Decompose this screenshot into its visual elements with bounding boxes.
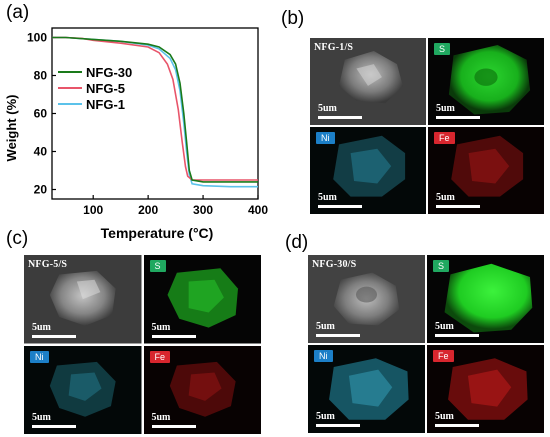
nickel-map: Ni 5um	[310, 127, 426, 214]
tga-chart: 100 200 300 40020406080100NFG-30NFG-5NFG-1 …	[4, 27, 268, 241]
iron-map: Fe 5um	[428, 127, 544, 214]
series-line-nfg-5	[52, 36, 258, 181]
nickel-tag: Ni	[316, 132, 335, 144]
y-tick-label: 100	[27, 31, 47, 45]
x-axis-label: Temperature (°C)	[101, 225, 214, 241]
iron-tag: Fe	[434, 132, 455, 144]
iron-map: Fe 5um	[427, 345, 544, 433]
iron-map: Fe 5um	[143, 345, 261, 434]
sulfur-tag: S	[433, 260, 450, 272]
panel-label-d: (d)	[285, 232, 309, 253]
panel-label-a: (a)	[6, 2, 30, 23]
legend-label-nfg-30: NFG-30	[86, 65, 132, 80]
scale-bar: 5um	[151, 322, 196, 338]
sem-image-nfg-30: NFG-30/S 5um	[308, 255, 425, 343]
iron-tag: Fe	[149, 350, 171, 363]
panel-label-b: (b)	[281, 8, 305, 29]
sample-name: NFG-30/S	[312, 259, 357, 270]
scale-bar: 5um	[318, 193, 362, 208]
sulfur-tag: S	[149, 260, 166, 272]
sulfur-map: S 5um	[143, 255, 261, 344]
x-tick-label: 100	[83, 203, 103, 217]
sample-name: NFG-5/S	[28, 259, 68, 270]
y-tick-label: 80	[34, 69, 48, 83]
sulfur-map: S 5um	[428, 38, 544, 125]
scale-bar: 5um	[316, 322, 360, 337]
sem-image-nfg-1: NFG-1/S 5um	[310, 38, 426, 125]
legend-label-nfg-1: NFG-1	[86, 97, 125, 112]
scale-bar: 5um	[316, 412, 360, 427]
x-tick-label: 200	[138, 203, 158, 217]
y-tick-label: 40	[34, 145, 48, 159]
eds-panel-d: NFG-30/S 5um S 5um Ni 5um Fe 5um	[308, 255, 544, 433]
eds-panel-b: NFG-1/S 5um S 5um Ni 5um Fe 5um	[310, 38, 544, 214]
y-axis-label: Weight (%)	[4, 95, 19, 162]
sample-name: NFG-1/S	[314, 42, 354, 53]
scale-bar: 5um	[151, 413, 196, 428]
nickel-tag: Ni	[30, 350, 49, 363]
nickel-tag: Ni	[314, 350, 333, 362]
sulfur-tag: S	[434, 43, 451, 55]
panel-label-c: (c)	[6, 228, 29, 249]
series-line-nfg-30	[52, 36, 258, 183]
scale-bar: 5um	[32, 322, 76, 338]
scale-bar: 5um	[435, 412, 479, 427]
plot-frame	[51, 27, 259, 200]
nickel-map: Ni 5um	[308, 345, 425, 433]
x-tick-label: 400	[248, 203, 268, 217]
y-tick-label: 60	[34, 107, 48, 121]
scale-bar: 5um	[436, 104, 480, 119]
sem-image-nfg-5: NFG-5/S 5um	[24, 255, 142, 344]
iron-tag: Fe	[433, 350, 454, 362]
series-line-nfg-1	[52, 36, 258, 188]
sulfur-map: S 5um	[427, 255, 544, 343]
scale-bar: 5um	[32, 413, 76, 428]
legend-label-nfg-5: NFG-5	[86, 81, 125, 96]
nickel-map: Ni 5um	[24, 345, 142, 434]
scale-bar: 5um	[435, 322, 479, 337]
y-tick-label: 20	[34, 183, 48, 197]
scale-bar: 5um	[436, 193, 480, 208]
scale-bar: 5um	[318, 104, 362, 119]
x-tick-label: 300	[193, 203, 213, 217]
eds-panel-c: NFG-5/S 5um S 5um Ni 5um Fe 5um	[24, 255, 261, 434]
